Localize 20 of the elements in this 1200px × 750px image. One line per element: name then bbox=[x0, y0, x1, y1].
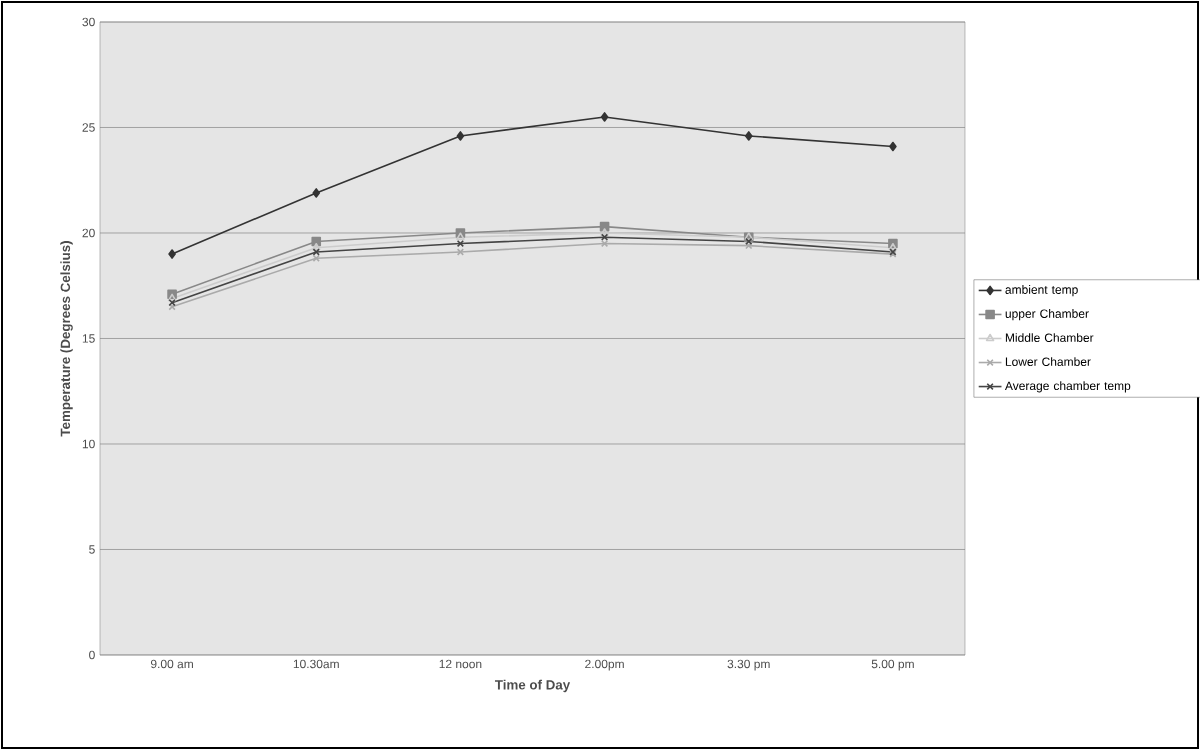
y-tick-label: 5 bbox=[89, 545, 95, 554]
x-axis-title: Time of Day bbox=[494, 679, 571, 693]
x-tick-label: 9.00 am bbox=[150, 659, 193, 669]
legend-label: Lower Chamber bbox=[1005, 357, 1091, 366]
y-tick-label: 25 bbox=[82, 123, 95, 132]
x-tick-label: 10.30am bbox=[293, 659, 339, 669]
legend-label: Average chamber temp bbox=[1004, 381, 1131, 393]
y-tick-label: 30 bbox=[82, 17, 95, 27]
y-tick-label: 20 bbox=[82, 228, 95, 238]
y-tick-label: 15 bbox=[82, 334, 95, 343]
legend-label: Middle Chamber bbox=[1005, 333, 1094, 342]
legend-label: upper Chamber bbox=[1005, 309, 1089, 321]
y-axis-title: Temperature (Degrees Celsius) bbox=[60, 241, 73, 437]
y-tick-label: 10 bbox=[82, 439, 95, 449]
x-tick-label: 2.00pm bbox=[585, 659, 624, 671]
x-tick-label: 3.30 pm bbox=[727, 659, 770, 671]
x-tick-label: 12 noon bbox=[439, 659, 482, 669]
legend-label: ambient temp bbox=[1005, 285, 1078, 297]
x-tick-label: 5.00 pm bbox=[871, 659, 914, 671]
y-tick-label: 0 bbox=[89, 650, 95, 660]
